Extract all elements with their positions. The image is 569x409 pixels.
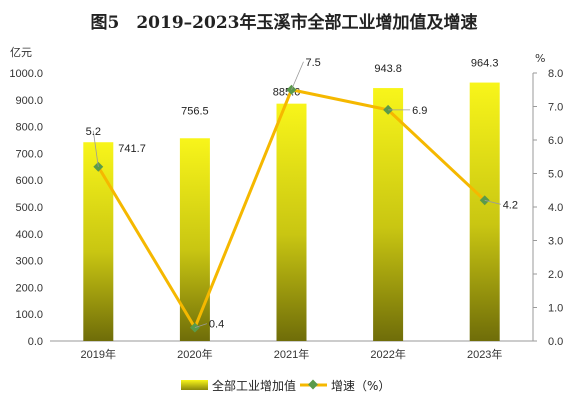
bar-value-label: 741.7 <box>118 143 146 155</box>
right-tick-label: 5.0 <box>548 169 563 181</box>
x-axis: 2019年 2020年 2021年 2022年 2023年 <box>81 347 503 361</box>
left-tick-label: 900.0 <box>15 95 43 107</box>
growth-leader-line <box>484 199 501 205</box>
growth-leader-line <box>291 61 304 90</box>
left-tick-label: 400.0 <box>15 229 43 241</box>
left-tick-label: 200.0 <box>15 282 43 294</box>
right-tick-label: 8.0 <box>548 68 563 80</box>
bar-value-label: 964.3 <box>471 58 499 70</box>
left-axis-unit: 亿元 <box>10 46 32 59</box>
legend-line-marker <box>308 379 318 390</box>
bar <box>83 142 114 341</box>
bar <box>179 138 210 341</box>
left-tick-label: 800.0 <box>15 122 43 134</box>
left-tick-label: 100.0 <box>15 309 43 321</box>
left-tick-label: 1000.0 <box>9 68 43 80</box>
bar <box>469 82 500 341</box>
left-tick-label: 600.0 <box>15 175 43 187</box>
x-tick-label: 2020年 <box>177 347 212 361</box>
left-tick-label: 700.0 <box>15 148 43 160</box>
x-tick-label: 2023年 <box>467 347 502 361</box>
legend: 全部工业增加值 增速（%） <box>181 378 390 393</box>
growth-value-label: 6.9 <box>412 105 427 117</box>
bar <box>276 103 307 341</box>
right-tick-label: 0.0 <box>548 336 563 348</box>
right-tick-label: 1.0 <box>548 303 563 315</box>
growth-leader-line <box>194 323 208 328</box>
bar-value-label: 756.5 <box>181 105 209 117</box>
right-tick-label: 3.0 <box>548 236 563 248</box>
bar-labels: 741.7 756.5 885.6 943.8 964.3 <box>118 58 498 156</box>
line-labels: 5.2 0.4 7.5 6.9 4.2 <box>86 57 518 331</box>
legend-line-label: 增速（%） <box>331 379 390 393</box>
legend-bar-label: 全部工业增加值 <box>212 378 296 393</box>
x-tick-label: 2021年 <box>274 347 309 361</box>
x-tick-label: 2022年 <box>370 347 405 361</box>
right-axis-unit: % <box>535 52 545 65</box>
right-tick-label: 2.0 <box>548 269 563 281</box>
chart-title: 图5 2019–2023年玉溪市全部工业增加值及增速 <box>91 12 478 33</box>
growth-value-label: 0.4 <box>209 319 224 331</box>
growth-value-label: 5.2 <box>86 126 101 138</box>
legend-bar-swatch <box>181 380 208 390</box>
left-tick-label: 0.0 <box>28 336 43 348</box>
x-tick-label: 2019年 <box>81 347 116 361</box>
growth-value-label: 7.5 <box>306 57 321 69</box>
right-tick-label: 4.0 <box>548 202 563 214</box>
right-tick-label: 6.0 <box>548 135 563 147</box>
growth-leader-line <box>92 130 99 167</box>
left-axis: 0.0 100.0 200.0 300.0 400.0 500.0 600.0 700.0 80… <box>9 68 43 348</box>
right-axis: 0.0 1.0 2.0 3.0 4.0 5.0 6.0 7.0 8.0 <box>533 68 563 348</box>
bar <box>373 88 404 341</box>
left-tick-label: 300.0 <box>15 256 43 268</box>
bar-series <box>83 82 500 341</box>
bar-value-label: 885.6 <box>273 87 301 99</box>
bar-value-label: 943.8 <box>374 63 402 75</box>
right-tick-label: 7.0 <box>548 102 563 114</box>
growth-value-label: 4.2 <box>503 199 518 211</box>
left-tick-label: 500.0 <box>15 202 43 214</box>
